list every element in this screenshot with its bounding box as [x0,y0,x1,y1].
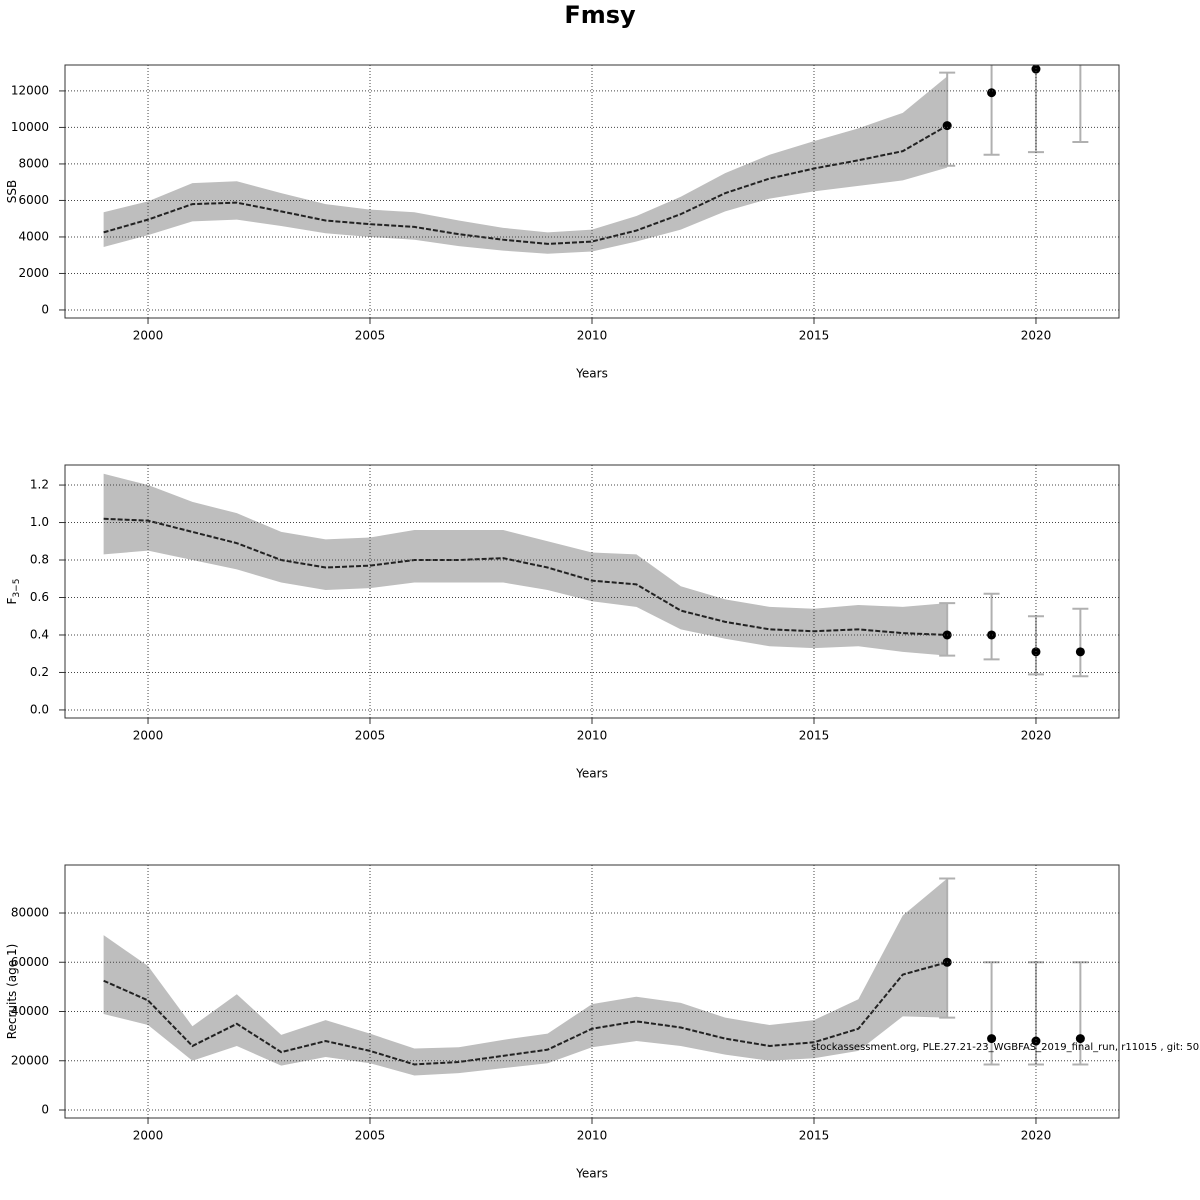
forecast-point [987,630,997,640]
x-tick-label: 2010 [577,729,608,743]
x-axis-label: Years [575,367,608,381]
y-tick-label: 20000 [11,1053,49,1067]
footnote: stockassessment.org, PLE.27.21-23_WGBFAS… [811,1042,1200,1053]
y-tick-label: 80000 [11,906,49,920]
y-tick-label: 0.6 [30,590,49,604]
estimate-line [103,517,948,636]
y-tick-label: 0 [41,1102,49,1116]
y-tick-label: 1.2 [30,478,49,492]
y-tick-label: 0.4 [30,627,49,641]
x-tick-label: 2020 [1021,729,1052,743]
x-tick-label: 2005 [355,729,386,743]
y-tick-label: 40000 [11,1004,49,1018]
x-tick-label: 2010 [577,329,608,343]
x-tick-label: 2015 [799,1129,830,1143]
y-axis-label-main: Recruits (age 1) [5,944,19,1040]
y-tick-label: 12000 [11,83,49,97]
forecast-point [1075,1034,1085,1044]
y-axis-label-main: SSB [5,180,19,203]
y-tick-label: 0.2 [30,665,49,679]
forecast-point [987,88,997,98]
forecast-point [942,121,952,131]
plot-area [103,46,1089,254]
y-tick-label: 4000 [18,229,49,243]
x-tick-label: 2015 [799,729,830,743]
x-tick-label: 2020 [1021,329,1052,343]
x-tick-label: 2010 [577,1129,608,1143]
y-tick-label: 60000 [11,955,49,969]
estimate-line [103,961,948,1066]
x-tick-label: 2000 [133,1129,164,1143]
x-tick-label: 2015 [799,329,830,343]
y-axis-label-main: F [5,597,19,604]
forecast-point [1031,1036,1041,1046]
y-tick-label: 0 [41,302,49,316]
y-tick-label: 1.0 [30,515,49,529]
x-tick-label: 2005 [355,329,386,343]
y-tick-label: 8000 [18,156,49,170]
y-axis-label-sub: 3−5 [12,579,22,598]
y-tick-label: 2000 [18,266,49,280]
forecast-point [1076,46,1085,55]
y-tick-label: 10000 [11,120,49,134]
x-tick-label: 2000 [133,329,164,343]
x-tick-label: 2020 [1021,1129,1052,1143]
y-axis-label: SSB [5,180,19,203]
forecast-point [1075,647,1085,657]
forecast-point [987,1034,997,1044]
estimate-line [103,124,948,245]
y-tick-label: 0.8 [30,553,49,567]
confidence-band [103,76,948,254]
figure-title: Fmsy [564,1,636,29]
plot-area [103,473,1089,678]
plot-area [103,877,1089,1076]
y-tick-label: 6000 [18,193,49,207]
confidence-band [103,878,948,1076]
x-tick-label: 2000 [133,729,164,743]
y-axis-label: Recruits (age 1) [5,944,19,1040]
x-axis-label: Years [575,767,608,781]
confidence-band [103,473,948,656]
y-tick-label: 0.0 [30,702,49,716]
x-tick-label: 2005 [355,1129,386,1143]
forecast-point [1031,65,1041,74]
y-axis-label: F3−5 [5,579,22,605]
x-axis-label: Years [575,1167,608,1181]
